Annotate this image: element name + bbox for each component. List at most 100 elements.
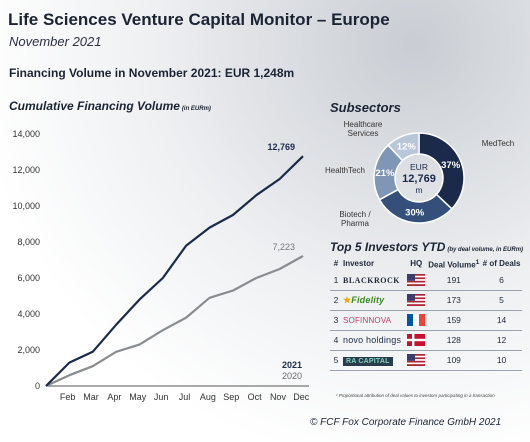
us-flag-icon <box>407 354 426 367</box>
col-deals-header: # of Deals <box>482 259 521 269</box>
y-tick-label: 0 <box>35 381 40 391</box>
page-title: Life Sciences Venture Capital Monitor – … <box>8 10 390 29</box>
copyright-notice: © FCF Fox Corporate Finance GmbH 2021 <box>310 417 502 428</box>
x-tick-label: Nov <box>270 392 287 402</box>
col-volume-header: Deal Volume1 <box>427 258 482 271</box>
col-investor-header: Investor <box>343 259 375 269</box>
table-footnote: ¹ Proportional attribution of deal value… <box>336 393 495 398</box>
donut-slice-label: 21% <box>375 168 395 179</box>
subsector-label-biotech: Biotech / Pharma <box>339 210 371 228</box>
donut-center-unit: m <box>415 185 422 195</box>
table-row: 2 ★Fidelity 173 5 <box>330 290 522 311</box>
volume-cell: 128 <box>426 330 482 351</box>
financing-headline: Financing Volume in November 2021: EUR 1… <box>9 66 295 80</box>
dk-flag-icon <box>407 334 426 347</box>
top5-investors-title: Top 5 Investors YTD (by deal volume, in E… <box>330 240 523 254</box>
hq-cell <box>406 310 427 331</box>
subsector-label-healthcare-services: Healthcare Services <box>343 120 383 138</box>
x-tick-label: Mar <box>83 392 99 402</box>
volume-cell: 173 <box>426 290 482 311</box>
hq-cell <box>406 270 427 291</box>
volume-cell: 109 <box>426 350 482 371</box>
table-row: 3 SOFINNOVA 159 14 <box>330 310 522 331</box>
x-tick-label: Jun <box>154 392 169 402</box>
col-hq-header: HQ <box>410 259 423 269</box>
hq-cell <box>406 350 427 371</box>
y-tick-label: 12,000 <box>12 165 40 175</box>
investor-logo-blackrock: BLACKROCK <box>342 270 406 291</box>
y-tick-label: 14,000 <box>12 129 40 139</box>
series-line-2020 <box>45 255 304 387</box>
donut-center-currency: EUR <box>410 162 428 172</box>
deals-cell: 6 <box>481 270 522 291</box>
top5-unit-note: (by deal volume, in EURm) <box>447 247 524 253</box>
volume-cell: 191 <box>426 270 482 291</box>
donut-slice <box>418 132 465 210</box>
donut-center-total: 12,769 <box>402 173 436 185</box>
volume-cell: 159 <box>426 310 482 331</box>
cumulative-unit-note: (in EURm) <box>181 106 211 112</box>
x-tick-label: Feb <box>60 392 76 402</box>
donut-slice-label: 30% <box>405 208 425 219</box>
x-tick-label: Oct <box>248 392 263 402</box>
table-row: 1 BLACKROCK 191 6 <box>330 270 522 291</box>
cumulative-line-chart: 0 2,000 4,000 6,000 8,000 10,000 12,000 14,000 F… <box>12 129 310 402</box>
hq-cell <box>406 290 427 311</box>
investor-name: Fidelity <box>351 294 385 305</box>
series-end-label-2021: 12,769 <box>267 142 295 152</box>
subsector-label-medtech: MedTech <box>481 139 515 148</box>
rank-cell: 5 <box>330 350 342 371</box>
y-tick-label: 10,000 <box>12 201 40 211</box>
series-line-2021 <box>45 155 304 387</box>
y-tick-label: 2,000 <box>17 345 40 355</box>
investor-name: RA CAPITAL <box>343 356 393 366</box>
x-tick-label: Sep <box>223 392 239 402</box>
subsectors-title: Subsectors <box>330 100 401 115</box>
x-tick-label: May <box>129 392 147 402</box>
top5-investors-body: 1 BLACKROCK 191 6 2 ★Fidelity 173 5 3 SO… <box>330 270 522 371</box>
x-tick-label: Jul <box>179 392 191 402</box>
donut-slice-label: 12% <box>397 141 417 152</box>
deals-cell: 14 <box>481 310 522 331</box>
donut-slice-label: 37% <box>441 160 461 171</box>
y-tick-label: 4,000 <box>17 309 40 319</box>
y-tick-label: 8,000 <box>17 237 40 247</box>
x-tick-label: Aug <box>200 392 216 402</box>
investor-logo-sofinnova: SOFINNOVA <box>342 310 406 331</box>
page-subtitle: November 2021 <box>9 34 102 49</box>
col-volume-text: Deal Volume <box>428 260 476 270</box>
table-row: 5 RA CAPITAL 109 10 <box>330 350 522 371</box>
legend-label-2021: 2021 <box>282 360 302 370</box>
x-tick-label: Dec <box>293 392 310 402</box>
rank-cell: 3 <box>330 310 342 331</box>
table-row: 4 novo holdings 128 12 <box>330 330 522 351</box>
deals-cell: 12 <box>481 330 522 351</box>
fr-flag-icon <box>407 314 426 327</box>
hq-cell <box>406 330 427 351</box>
series-end-label-2020: 7,223 <box>272 242 295 252</box>
donut-slice <box>387 132 420 162</box>
us-flag-icon <box>407 294 426 307</box>
rank-cell: 2 <box>330 290 342 311</box>
deals-cell: 5 <box>481 290 522 311</box>
investor-logo-fidelity: ★Fidelity <box>342 290 406 311</box>
table-header-row: # Investor HQ Deal Volume1 # of Deals <box>330 258 522 271</box>
cumulative-chart-title: Cumulative Financing Volume (in EURm) <box>9 99 211 113</box>
us-flag-icon <box>407 274 426 287</box>
col-volume-footnote-mark: 1 <box>475 259 480 266</box>
deals-cell: 10 <box>481 350 522 371</box>
legend-label-2020: 2020 <box>282 371 302 381</box>
subsector-label-healthtech: HealthTech <box>324 166 366 175</box>
investor-logo-novo-holdings: novo holdings <box>342 330 406 351</box>
cumulative-title-text: Cumulative Financing Volume <box>9 99 180 113</box>
top5-title-text: Top 5 Investors YTD <box>330 240 446 254</box>
investor-logo-ra-capital: RA CAPITAL <box>342 350 406 371</box>
rank-cell: 1 <box>330 270 342 291</box>
y-tick-label: 6,000 <box>17 273 40 283</box>
x-tick-label: Apr <box>107 392 121 402</box>
rank-cell: 4 <box>330 330 342 351</box>
col-rank-header: # <box>333 259 339 269</box>
top5-investors-table: # Investor HQ Deal Volume1 # of Deals 1 … <box>330 258 522 371</box>
